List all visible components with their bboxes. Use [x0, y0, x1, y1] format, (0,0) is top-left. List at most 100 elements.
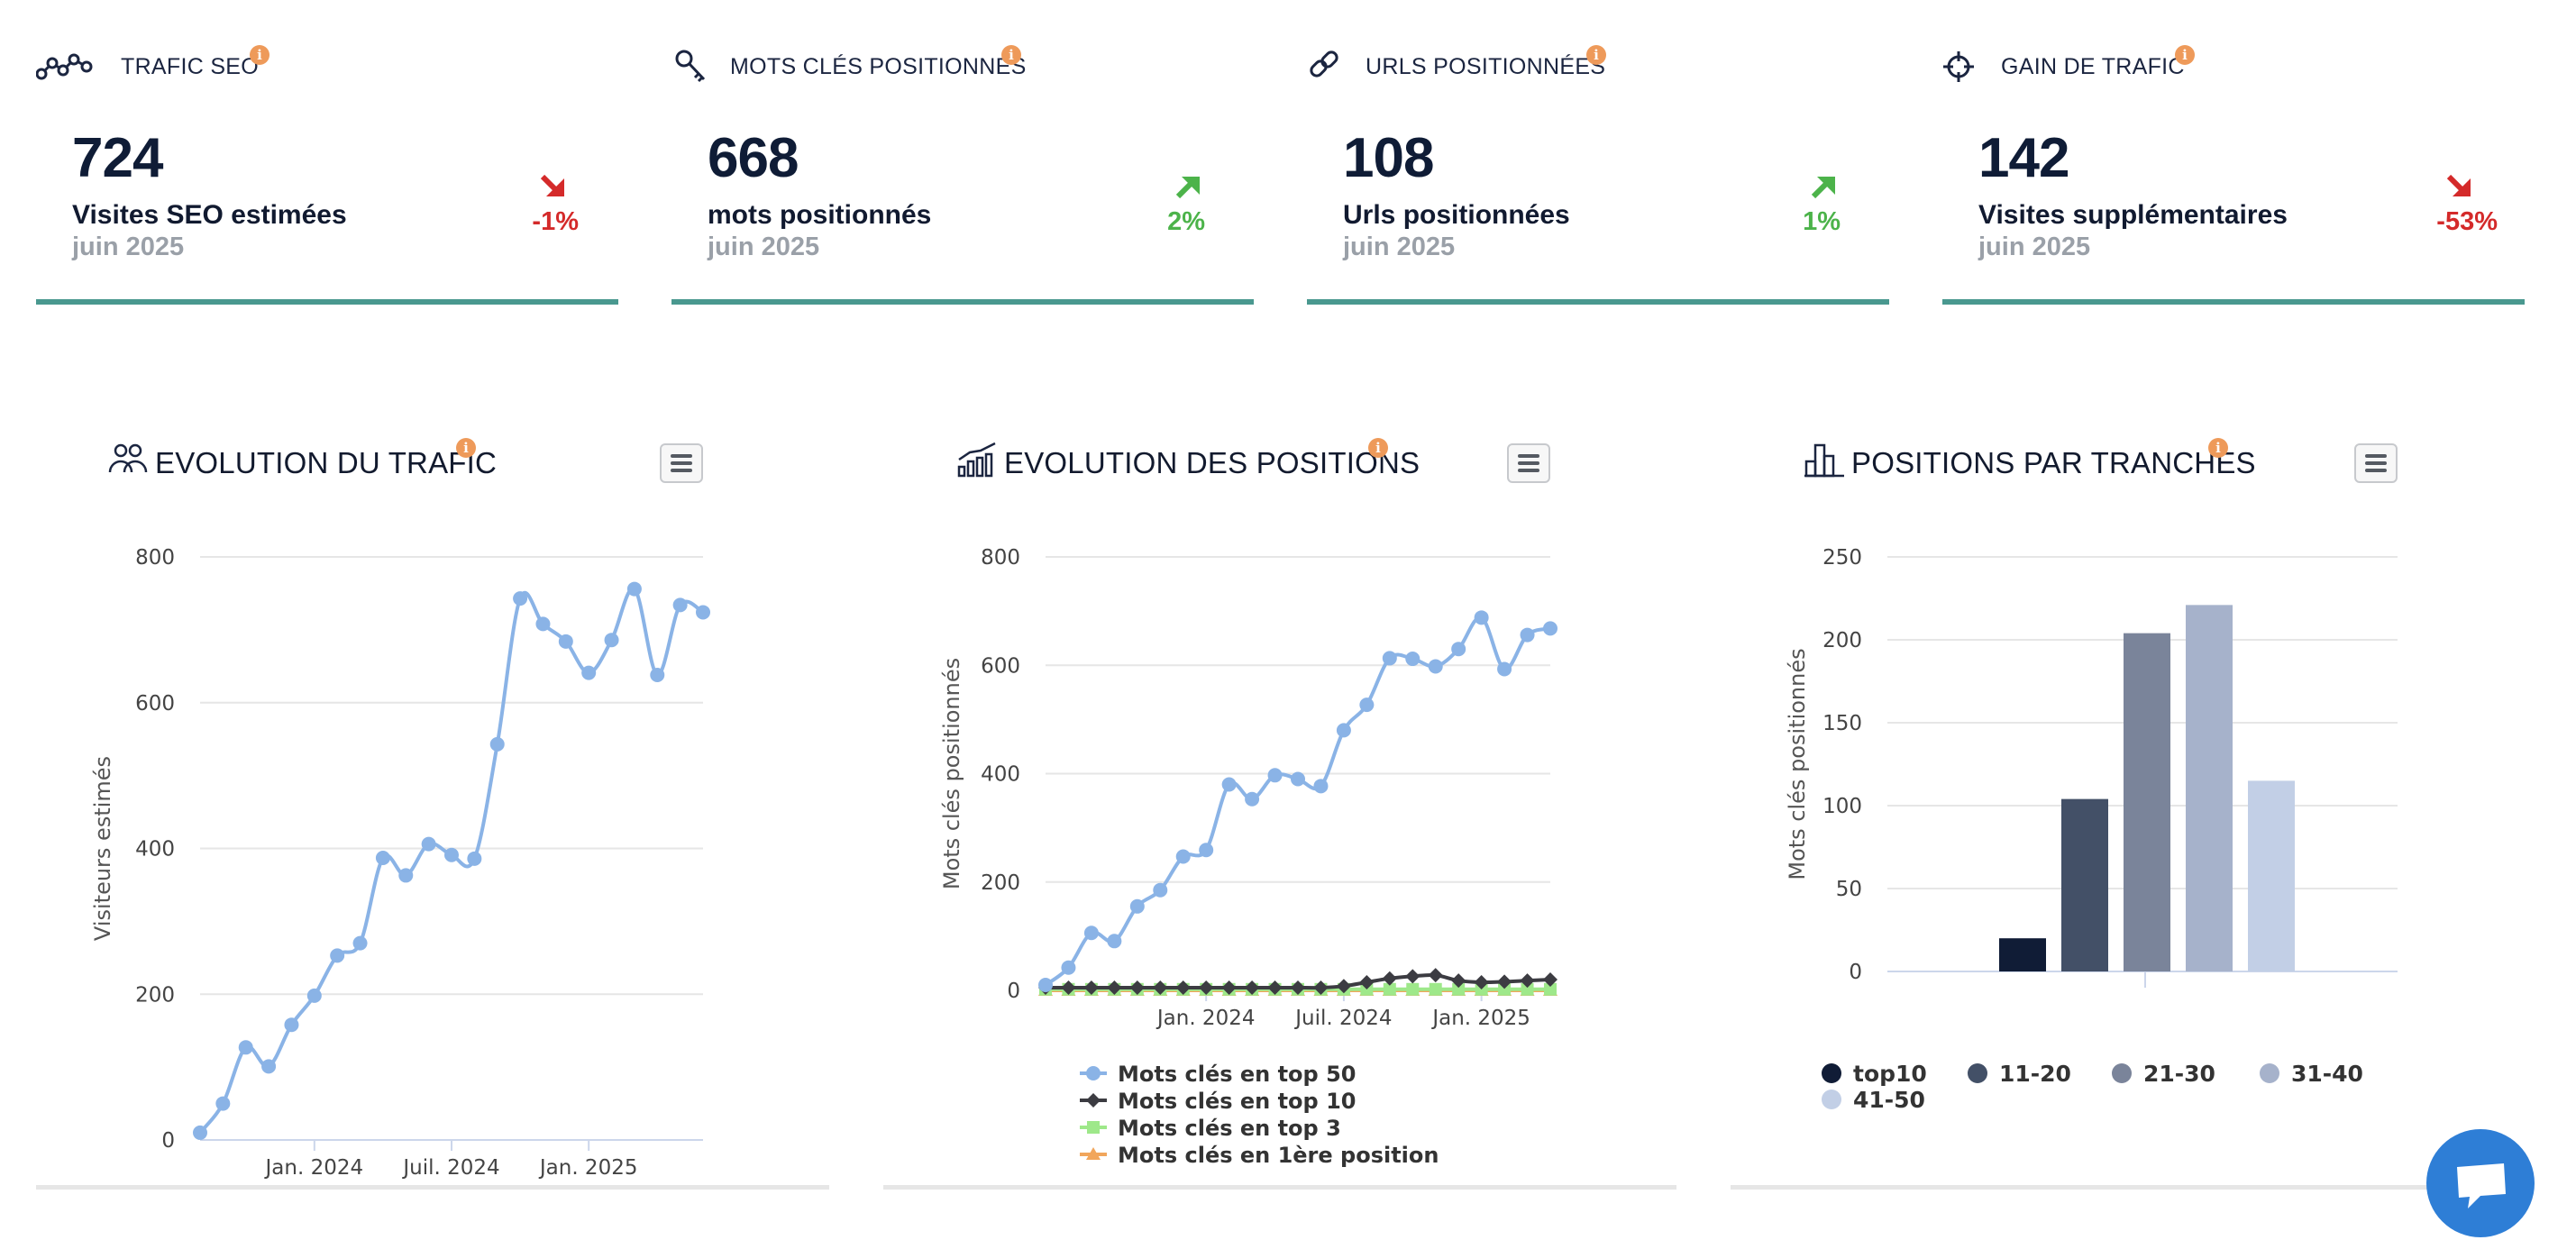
y-tick-label: 0: [1007, 980, 1020, 1003]
kpi-urls: URLS POSITIONNÉES 108 Urls positionnées …: [1307, 0, 1889, 305]
y-axis-label: Mots clés positionnés: [939, 658, 964, 889]
data-point: [1520, 627, 1535, 643]
hamburger-menu-icon[interactable]: [1507, 443, 1550, 483]
data-point: [1497, 974, 1512, 989]
users-icon: [108, 443, 148, 473]
x-tick-label: Jan. 2025: [538, 1156, 638, 1180]
data-point: [1521, 982, 1534, 996]
kpi-period: juin 2025: [708, 232, 820, 261]
kpi-description: Visites SEO estimées: [72, 200, 347, 230]
kpi-change: -1%: [532, 207, 579, 236]
key-icon: [675, 50, 706, 83]
data-point: [604, 633, 619, 648]
bar: [2186, 605, 2233, 971]
arrow-down-right-icon: [540, 174, 564, 197]
data-point: [375, 851, 390, 866]
data-point: [1382, 651, 1397, 666]
kpi-value: 668: [708, 127, 799, 189]
x-tick-label: Juil. 2024: [401, 1156, 499, 1180]
kpi-description: mots positionnés: [708, 200, 932, 230]
data-point: [1452, 982, 1466, 996]
panel-title: EVOLUTION DU TRAFIC: [155, 446, 498, 479]
data-point: [1153, 882, 1168, 898]
data-point: [1382, 971, 1397, 986]
data-point: [261, 1059, 277, 1074]
data-point: [1199, 843, 1214, 858]
y-tick-label: 400: [135, 838, 175, 862]
network-nodes-icon: [36, 53, 93, 80]
data-point: [1520, 973, 1535, 989]
data-point: [421, 836, 436, 852]
data-point: [238, 1040, 253, 1055]
data-point: [1061, 960, 1076, 975]
legend-marker: [1968, 1063, 1987, 1083]
data-point: [1405, 969, 1420, 984]
data-point: [1221, 980, 1237, 995]
kpi-underline: [1942, 299, 2525, 305]
y-tick-label: 150: [1822, 712, 1862, 735]
series-line: [1044, 615, 1551, 987]
hamburger-menu-icon[interactable]: [2354, 443, 2398, 483]
y-tick-label: 600: [981, 654, 1020, 678]
data-point: [352, 935, 368, 951]
legend-label: 21-30: [2143, 1061, 2215, 1087]
info-icon[interactable]: [250, 45, 269, 65]
legend-marker: [1822, 1090, 1841, 1109]
data-point: [1498, 982, 1512, 996]
bar: [2248, 780, 2295, 971]
data-point: [513, 591, 528, 606]
kpi-gain-trafic: GAIN DE TRAFIC 142 Visites supplémentair…: [1942, 0, 2525, 305]
info-icon[interactable]: [1368, 438, 1388, 458]
kpi-trafic-seo: TRAFIC SEO 724 Visites SEO estimées juin…: [36, 0, 618, 305]
y-tick-label: 250: [1822, 546, 1862, 570]
data-point: [1086, 1093, 1101, 1108]
arrow-up-right-icon: [1811, 176, 1835, 199]
info-icon[interactable]: [1586, 45, 1606, 65]
kpi-period: juin 2025: [1978, 232, 2091, 261]
data-point: [398, 868, 414, 883]
bar-chart-icon: [1804, 443, 1844, 478]
panel-divider: [1731, 1185, 2434, 1190]
kpi-period: juin 2025: [1343, 232, 1456, 261]
y-tick-label: 800: [981, 546, 1020, 570]
kpi-underline: [1307, 299, 1889, 305]
y-tick-label: 800: [135, 546, 175, 570]
data-point: [1038, 977, 1053, 992]
data-point: [1451, 642, 1466, 657]
x-tick-label: Juil. 2024: [1293, 1007, 1392, 1030]
data-point: [1474, 610, 1489, 625]
legend-label: 41-50: [1853, 1087, 1925, 1113]
panel-divider: [883, 1185, 1676, 1190]
legend-label: Mots clés en top 3: [1118, 1116, 1341, 1141]
panel-title: POSITIONS PAR TRANCHES: [1851, 446, 2256, 479]
y-tick-label: 50: [1836, 878, 1862, 901]
data-point: [1313, 980, 1329, 995]
panel-evolution-positions: EVOLUTION DES POSITIONS 0 200 400 600 800 Jan…: [883, 415, 1676, 1190]
chat-bubble-icon: [2457, 1163, 2506, 1208]
data-point: [1199, 980, 1214, 995]
data-point: [1221, 777, 1237, 792]
data-point: [1175, 980, 1191, 995]
data-point: [535, 616, 551, 632]
data-point: [696, 605, 710, 620]
data-point: [1313, 779, 1329, 794]
data-point: [1406, 982, 1420, 996]
info-icon[interactable]: [456, 438, 476, 458]
y-tick-label: 0: [1849, 961, 1862, 984]
hamburger-menu-icon[interactable]: [660, 443, 703, 483]
info-icon[interactable]: [2208, 438, 2228, 458]
data-point: [444, 847, 459, 862]
kpi-change: -53%: [2436, 207, 2498, 236]
kpi-change: 1%: [1803, 207, 1841, 236]
y-tick-label: 200: [135, 983, 175, 1007]
bar: [1999, 938, 2046, 971]
kpi-underline: [671, 299, 1254, 305]
chat-button[interactable]: [2426, 1129, 2535, 1237]
growth-chart-icon: [957, 442, 996, 478]
kpi-description: Visites supplémentaires: [1978, 200, 2288, 230]
data-point: [650, 668, 665, 683]
data-point: [1336, 979, 1351, 994]
info-icon[interactable]: [1001, 45, 1021, 65]
info-icon[interactable]: [2175, 45, 2195, 65]
chart-evolution-trafic: 0 200 400 600 800 Jan. 2024 Juil. 2024 Jan. 202…: [90, 546, 710, 1180]
